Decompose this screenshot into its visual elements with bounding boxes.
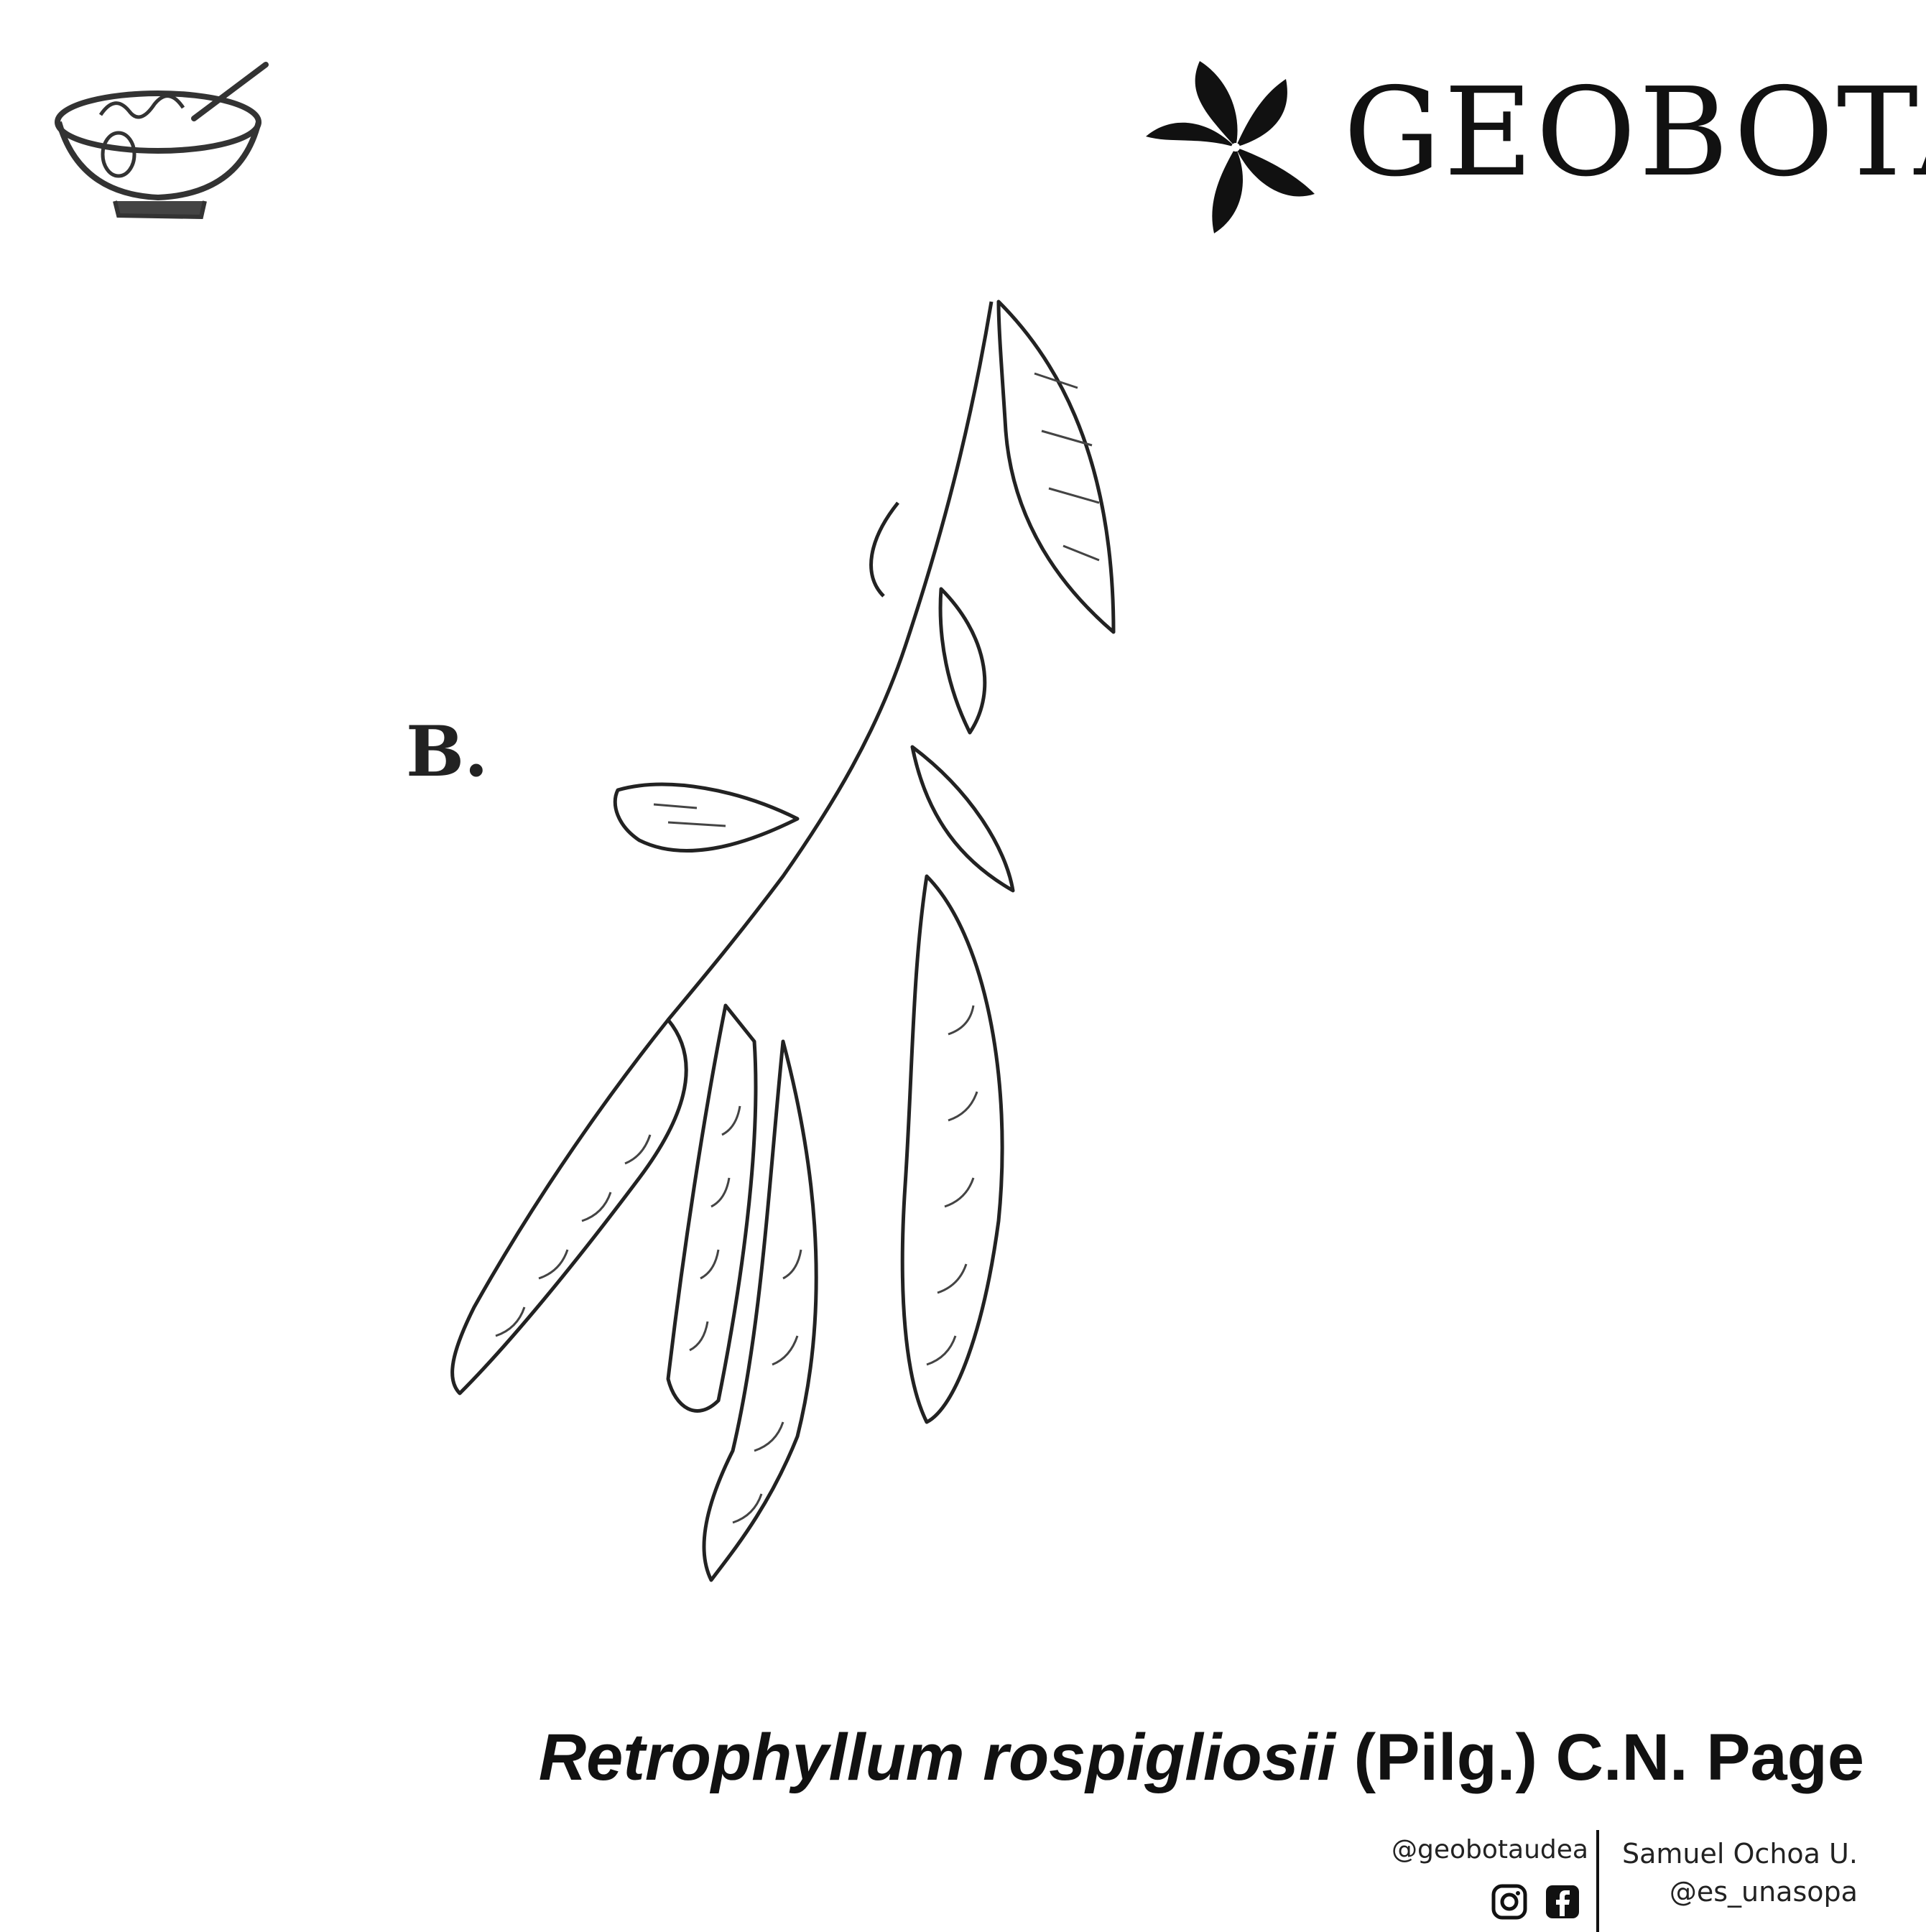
- brand-wordmark: GEOBOTA: [1343, 62, 1926, 204]
- plate-letter-label: B.: [406, 711, 489, 792]
- credits-divider: [1596, 1830, 1599, 1932]
- author-name: Samuel Ochoa U.: [1622, 1838, 1858, 1870]
- species-authority: (Pilg.) C.N. Page: [1335, 1721, 1864, 1794]
- instagram-icon[interactable]: [1491, 1883, 1528, 1921]
- account-handle: @geobotaudea: [1392, 1835, 1588, 1864]
- species-caption: Retrophyllum rospigliosii (Pilg.) C.N. P…: [539, 1720, 1864, 1796]
- author-handle: @es_unasopa: [1669, 1876, 1858, 1908]
- botanical-illustration: [450, 299, 1116, 1582]
- author-credit: Samuel Ochoa U. @es_unasopa: [1622, 1835, 1858, 1911]
- species-binomial: Retrophyllum rospigliosii: [538, 1721, 1335, 1794]
- facebook-icon[interactable]: [1544, 1883, 1581, 1921]
- social-links: [1491, 1883, 1581, 1921]
- soup-bowl-logo: [55, 62, 269, 220]
- flower-logo-icon: [1146, 61, 1315, 233]
